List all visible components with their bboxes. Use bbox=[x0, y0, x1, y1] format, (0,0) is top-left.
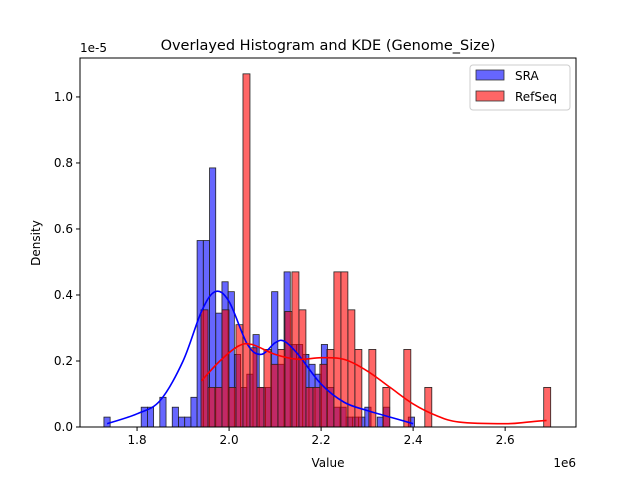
bar-sra bbox=[103, 416, 111, 428]
x-axis-label: Value bbox=[312, 456, 345, 470]
y-tick-label: 0.6 bbox=[54, 222, 73, 236]
legend-label-sra: SRA bbox=[515, 69, 539, 83]
bar-refseq bbox=[326, 349, 335, 428]
y-tick-label: 0.4 bbox=[54, 288, 73, 302]
legend-swatch-refseq bbox=[475, 90, 505, 102]
bar-refseq bbox=[207, 386, 216, 428]
legend: SRA RefSeq bbox=[469, 64, 571, 111]
bar-refseq bbox=[305, 386, 314, 428]
kde-line-sra bbox=[106, 290, 414, 425]
bar-refseq bbox=[319, 363, 328, 428]
bar-sra bbox=[171, 406, 179, 428]
bar-refseq bbox=[256, 386, 265, 428]
bar-sra bbox=[184, 416, 192, 428]
y-tick-label: 0.0 bbox=[54, 420, 73, 434]
bar-refseq bbox=[284, 311, 293, 428]
x-tick-label: 2.2 bbox=[312, 433, 331, 447]
bar-refseq bbox=[200, 309, 209, 428]
bar-refseq bbox=[368, 349, 377, 428]
bar-refseq bbox=[249, 347, 258, 428]
x-tick-label: 2.4 bbox=[404, 433, 423, 447]
bar-sra bbox=[190, 396, 198, 428]
bar-refseq bbox=[228, 386, 237, 428]
x-tick-label: 1.8 bbox=[128, 433, 147, 447]
bar-refseq bbox=[221, 309, 230, 428]
kde-layer bbox=[106, 290, 547, 425]
bar-refseq bbox=[347, 309, 356, 428]
bar-sra bbox=[159, 396, 167, 428]
legend-swatch-sra bbox=[475, 69, 505, 81]
kde-line-refseq bbox=[200, 342, 547, 425]
bar-refseq bbox=[235, 324, 244, 428]
y-offset-label: 1e-5 bbox=[80, 41, 107, 55]
bar-refseq bbox=[263, 349, 272, 428]
x-tick-label: 2.6 bbox=[496, 433, 515, 447]
x-tick-label: 2.0 bbox=[220, 433, 239, 447]
bar-refseq bbox=[382, 386, 391, 428]
bar-refseq bbox=[214, 386, 223, 428]
bar-refseq bbox=[403, 349, 412, 428]
plot-frame bbox=[79, 57, 577, 428]
bar-refseq bbox=[242, 73, 251, 428]
y-tick-label: 0.2 bbox=[54, 354, 73, 368]
bar-sra bbox=[178, 416, 186, 428]
bar-refseq bbox=[333, 271, 342, 428]
bar-refseq bbox=[298, 309, 307, 428]
x-axis: 1.8 2.0 2.2 2.4 2.6 bbox=[128, 427, 515, 447]
y-tick-label: 0.8 bbox=[54, 156, 73, 170]
legend-label-refseq: RefSeq bbox=[515, 90, 557, 104]
y-axis: 0.0 0.2 0.4 0.6 0.8 1.0 bbox=[54, 90, 80, 434]
chart-title: Overlayed Histogram and KDE (Genome_Size… bbox=[161, 38, 496, 54]
bar-refseq bbox=[354, 349, 363, 428]
y-axis-label: Density bbox=[29, 220, 43, 266]
bar-refseq bbox=[270, 363, 279, 428]
x-offset-label: 1e6 bbox=[553, 456, 576, 470]
bar-refseq bbox=[312, 386, 321, 428]
bar-refseq bbox=[424, 386, 433, 428]
bar-refseq bbox=[277, 349, 286, 428]
bars-layer bbox=[103, 73, 552, 428]
y-tick-label: 1.0 bbox=[54, 90, 73, 104]
